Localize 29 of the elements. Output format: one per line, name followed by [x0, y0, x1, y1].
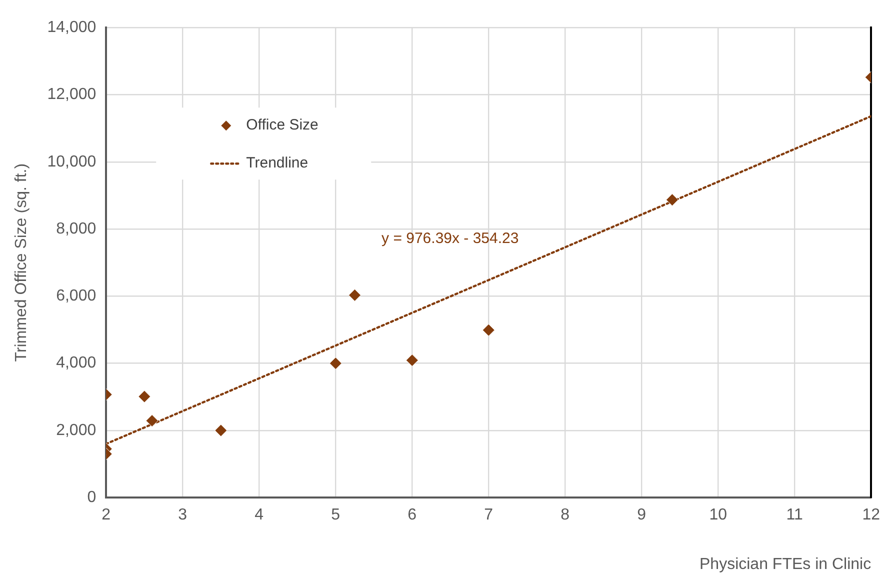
x-axis-title: Physician FTEs in Clinic: [699, 556, 872, 573]
y-tick-label: 10,000: [47, 153, 96, 170]
legend-label: Trendline: [246, 154, 308, 172]
point: [348, 288, 361, 302]
y-tick-label: 0: [87, 489, 96, 506]
y-tick-label: 8,000: [56, 220, 96, 238]
x-tick-label: 4: [254, 506, 264, 524]
y-tick-label: 6,000: [56, 288, 96, 305]
x-tick-label: 7: [484, 506, 494, 524]
y-tick-label: 2,000: [56, 422, 96, 439]
legend-label: Office Size: [246, 116, 318, 134]
x-tick-label: 8: [560, 506, 570, 524]
y-tick-label: 4,000: [56, 354, 96, 372]
annotation: y = 976.39x - 354.23: [382, 230, 519, 248]
point: [406, 354, 418, 367]
x-tick-label: 11: [786, 506, 804, 524]
x-tick-label: 10: [709, 506, 728, 524]
x-tick-label: 9: [637, 506, 646, 524]
x-tick-label: 2: [102, 506, 111, 524]
x-tick-label: 3: [178, 506, 188, 524]
y-axis-title: Trimmed Office Size (sq. ft.): [13, 163, 30, 362]
x-tick-label: 12: [862, 506, 880, 524]
point: [214, 424, 228, 437]
point: [329, 357, 342, 370]
x-tick-label: 6: [408, 506, 417, 524]
point: [482, 324, 495, 336]
y-tick-label: 12,000: [47, 86, 96, 104]
y-tick-label: 14,000: [47, 19, 96, 36]
x-tick-label: 5: [331, 506, 340, 524]
